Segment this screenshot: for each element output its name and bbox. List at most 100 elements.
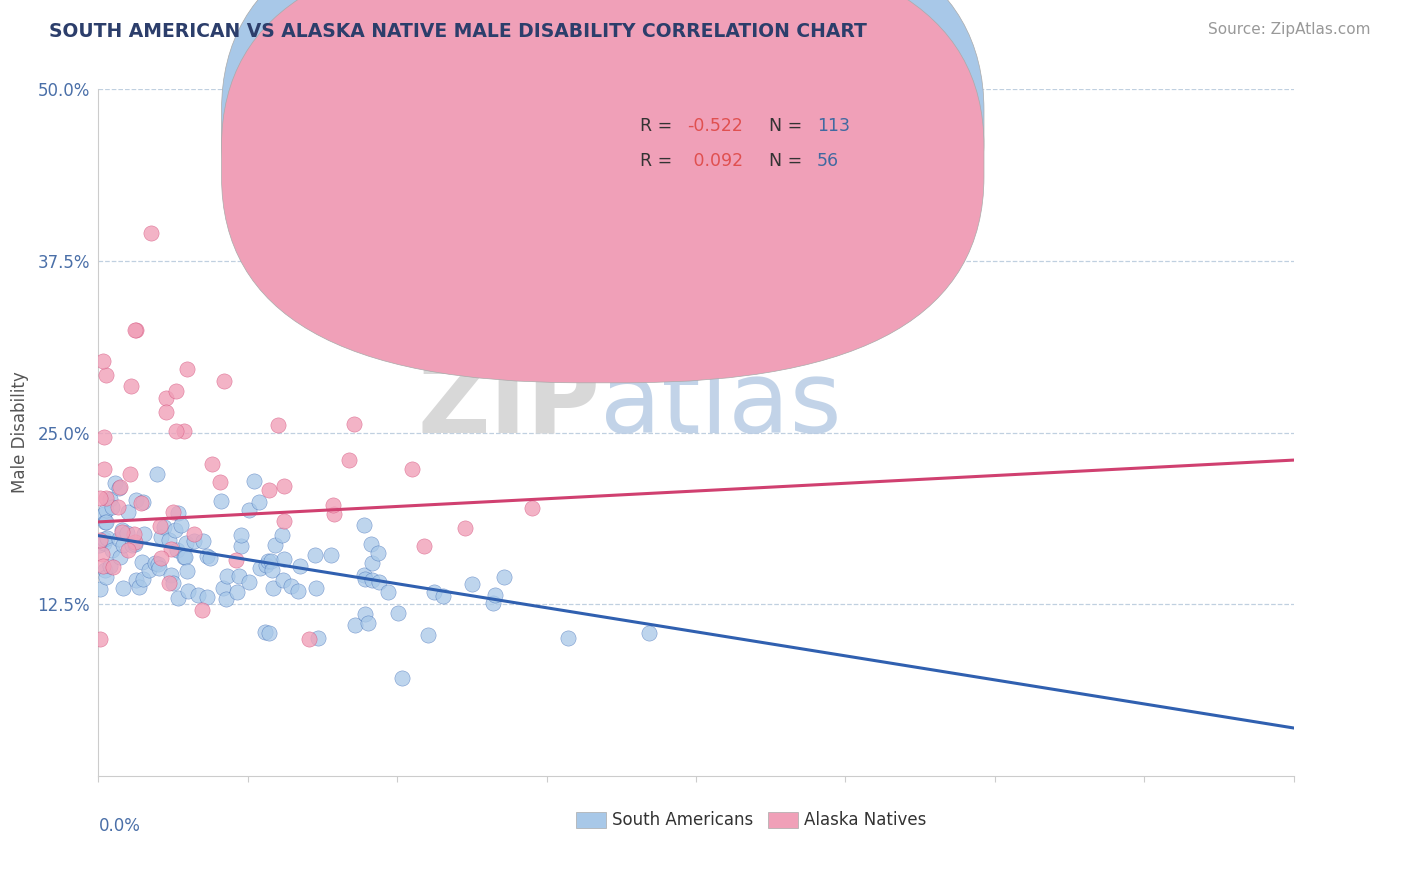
Point — [101, 500, 124, 514]
Point — [254, 624, 277, 639]
Point — [138, 563, 160, 577]
Point — [228, 569, 250, 583]
Text: R =: R = — [640, 153, 678, 170]
Point — [367, 575, 389, 590]
Point — [112, 581, 135, 595]
Point — [107, 481, 129, 495]
Point — [160, 567, 183, 582]
Point — [387, 606, 409, 620]
Point — [165, 424, 187, 438]
Point — [89, 582, 111, 597]
Point — [93, 462, 115, 476]
Point — [124, 535, 146, 549]
Text: 113: 113 — [817, 117, 849, 135]
Point — [260, 563, 283, 577]
Point — [166, 591, 188, 605]
Text: Alaska Natives: Alaska Natives — [804, 811, 927, 829]
Point — [183, 534, 205, 549]
Point — [225, 553, 247, 567]
Point — [150, 550, 173, 565]
Point — [357, 616, 380, 631]
Point — [209, 494, 232, 508]
Point — [155, 391, 177, 405]
Point — [94, 515, 117, 529]
Point — [120, 379, 142, 393]
Point — [273, 551, 295, 566]
Point — [132, 572, 155, 586]
Point — [124, 536, 146, 550]
Point — [125, 492, 148, 507]
Point — [155, 405, 177, 419]
Point — [834, 144, 856, 158]
Point — [94, 503, 117, 517]
Point — [143, 557, 166, 571]
Point — [111, 523, 134, 537]
Point — [117, 542, 139, 557]
Point — [321, 549, 343, 563]
Point — [482, 596, 505, 610]
Point — [270, 527, 292, 541]
Point — [323, 507, 346, 521]
Point — [125, 573, 148, 587]
Point — [231, 539, 253, 553]
Point — [353, 607, 375, 622]
Point — [118, 467, 141, 481]
Point — [107, 500, 129, 514]
Point — [401, 462, 423, 476]
Point — [149, 519, 172, 533]
Point — [167, 506, 190, 520]
Point — [132, 495, 155, 509]
Point — [377, 584, 399, 599]
Point — [273, 479, 295, 493]
Point — [226, 585, 249, 599]
Point — [195, 549, 218, 563]
Point — [273, 573, 295, 587]
Point — [107, 532, 129, 546]
FancyBboxPatch shape — [222, 0, 984, 347]
Point — [98, 491, 121, 506]
Point — [117, 525, 139, 540]
Point — [98, 559, 121, 574]
Point — [238, 575, 260, 590]
Point — [139, 227, 162, 241]
Point — [166, 542, 188, 557]
Point — [183, 526, 205, 541]
Point — [322, 498, 344, 512]
Point — [162, 575, 184, 590]
Point — [94, 563, 117, 577]
Point — [94, 516, 117, 530]
Point — [520, 501, 543, 516]
Point — [208, 475, 231, 490]
Point — [122, 527, 145, 541]
Point — [305, 581, 328, 595]
Point — [360, 573, 382, 587]
Point — [267, 418, 290, 433]
Point — [125, 322, 148, 336]
Y-axis label: Male Disability: Male Disability — [11, 372, 30, 493]
Point — [262, 581, 284, 595]
Text: South Americans: South Americans — [613, 811, 754, 829]
Point — [173, 424, 195, 438]
Point — [173, 549, 195, 564]
Point — [249, 494, 271, 508]
Point — [484, 588, 506, 602]
Point — [165, 384, 187, 398]
Point — [96, 368, 118, 383]
Point — [160, 541, 183, 556]
Point — [413, 539, 436, 553]
Point — [360, 537, 382, 551]
Point — [94, 570, 117, 584]
Point — [343, 417, 366, 432]
FancyBboxPatch shape — [558, 100, 876, 193]
Point — [298, 632, 321, 646]
Point — [89, 491, 111, 505]
Point — [111, 538, 134, 552]
Point — [249, 561, 271, 575]
Text: Source: ZipAtlas.com: Source: ZipAtlas.com — [1208, 22, 1371, 37]
Point — [422, 584, 444, 599]
Point — [157, 576, 180, 591]
Point — [91, 354, 114, 368]
Point — [93, 536, 115, 550]
Point — [557, 631, 579, 645]
Point — [177, 583, 200, 598]
